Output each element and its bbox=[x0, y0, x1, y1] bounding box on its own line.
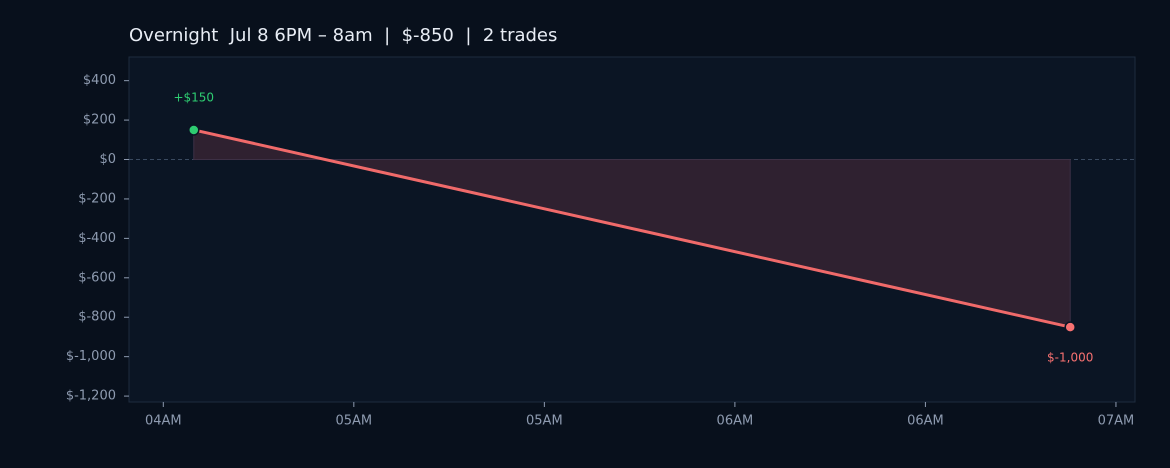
y-tick-label: $-1,200 bbox=[66, 389, 116, 404]
x-tick-label: 04AM bbox=[145, 414, 182, 429]
data-label: +$150 bbox=[173, 90, 214, 104]
x-tick-label: 05AM bbox=[526, 414, 563, 429]
y-tick-label: $0 bbox=[99, 152, 116, 167]
x-tick-label: 07AM bbox=[1098, 414, 1135, 429]
y-tick-label: $-1,000 bbox=[66, 349, 116, 364]
y-tick-label: $200 bbox=[83, 113, 116, 128]
point bbox=[188, 124, 200, 136]
y-tick-label: $-400 bbox=[78, 231, 116, 246]
line bbox=[193, 128, 1071, 329]
y-tick-label: $-200 bbox=[78, 191, 116, 206]
y-tick-label: $400 bbox=[83, 73, 116, 88]
chart-title: Overnight Jul 8 6PM – 8am | $-850 | 2 tr… bbox=[129, 25, 557, 46]
data-label: $-1,000 bbox=[1047, 351, 1093, 365]
x-tick-label: 05AM bbox=[335, 414, 372, 429]
x-tick-label: 06AM bbox=[907, 414, 944, 429]
y-tick-label: $-800 bbox=[78, 310, 116, 325]
y-tick-label: $-600 bbox=[78, 270, 116, 285]
x-tick-label: 06AM bbox=[717, 414, 754, 429]
point bbox=[1064, 321, 1076, 333]
